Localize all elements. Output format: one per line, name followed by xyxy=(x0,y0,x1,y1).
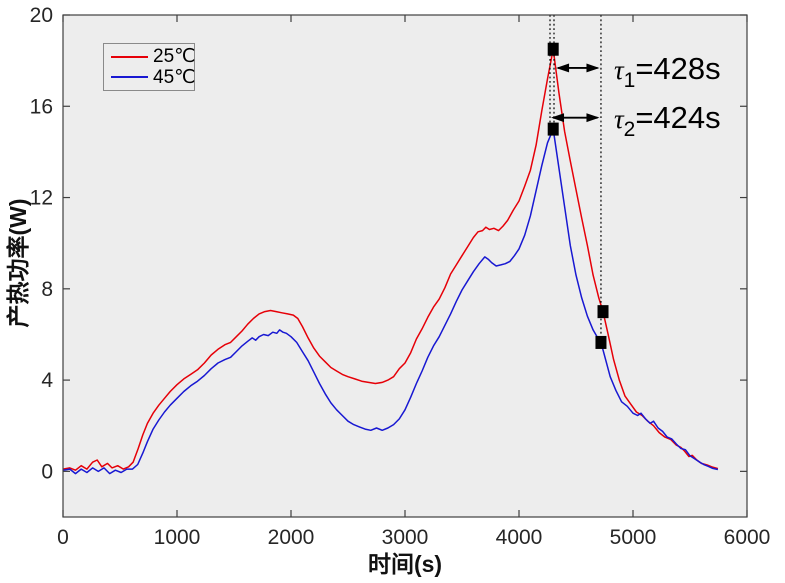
legend-line-sample-25c xyxy=(111,55,148,58)
y-tick-label: 0 xyxy=(41,460,53,483)
marker-square-drop-25c xyxy=(597,305,609,319)
x-tick-label: 5000 xyxy=(610,526,657,549)
marker-square-drop-45c xyxy=(595,335,607,349)
tau-arrow-1 xyxy=(556,63,600,73)
legend-label-25c: 25℃ xyxy=(153,46,196,68)
y-tick-label: 4 xyxy=(41,369,53,392)
marker-square-peak-45c xyxy=(547,122,559,136)
y-tick-label: 16 xyxy=(30,95,53,118)
x-tick-label: 2000 xyxy=(268,526,315,549)
y-tick-label: 12 xyxy=(30,187,53,210)
marker-square-peak-25c xyxy=(547,42,559,56)
tau-arrow-2 xyxy=(551,113,600,123)
x-tick-label: 0 xyxy=(57,526,69,549)
legend-label-45c: 45℃ xyxy=(153,66,196,88)
series-line-25c xyxy=(62,48,719,471)
series-line-45c xyxy=(62,128,719,475)
x-tick-label: 3000 xyxy=(382,526,429,549)
tau-annotation-1: τ1=428s xyxy=(614,51,721,92)
x-tick-label: 4000 xyxy=(496,526,543,549)
y-tick-label: 8 xyxy=(41,278,53,301)
x-tick-label: 6000 xyxy=(724,526,771,549)
y-axis-label: 产热功率(W) xyxy=(5,198,31,327)
arrow-head-left-icon xyxy=(551,113,565,123)
arrow-head-left-icon xyxy=(556,63,570,73)
plot-area xyxy=(63,15,747,517)
x-axis-label: 时间(s) xyxy=(368,551,442,577)
arrow-head-right-icon xyxy=(586,113,600,123)
legend-item-45c: 45℃ xyxy=(104,66,196,88)
legend[interactable]: 25℃ 45℃ xyxy=(103,43,195,91)
x-tick-label: 1000 xyxy=(154,526,201,549)
y-tick-label: 20 xyxy=(30,4,53,27)
legend-line-sample-45c xyxy=(111,76,148,79)
tau-annotation-2: τ2=424s xyxy=(614,100,721,141)
legend-item-25c: 25℃ xyxy=(104,46,196,68)
arrow-head-right-icon xyxy=(586,63,600,73)
